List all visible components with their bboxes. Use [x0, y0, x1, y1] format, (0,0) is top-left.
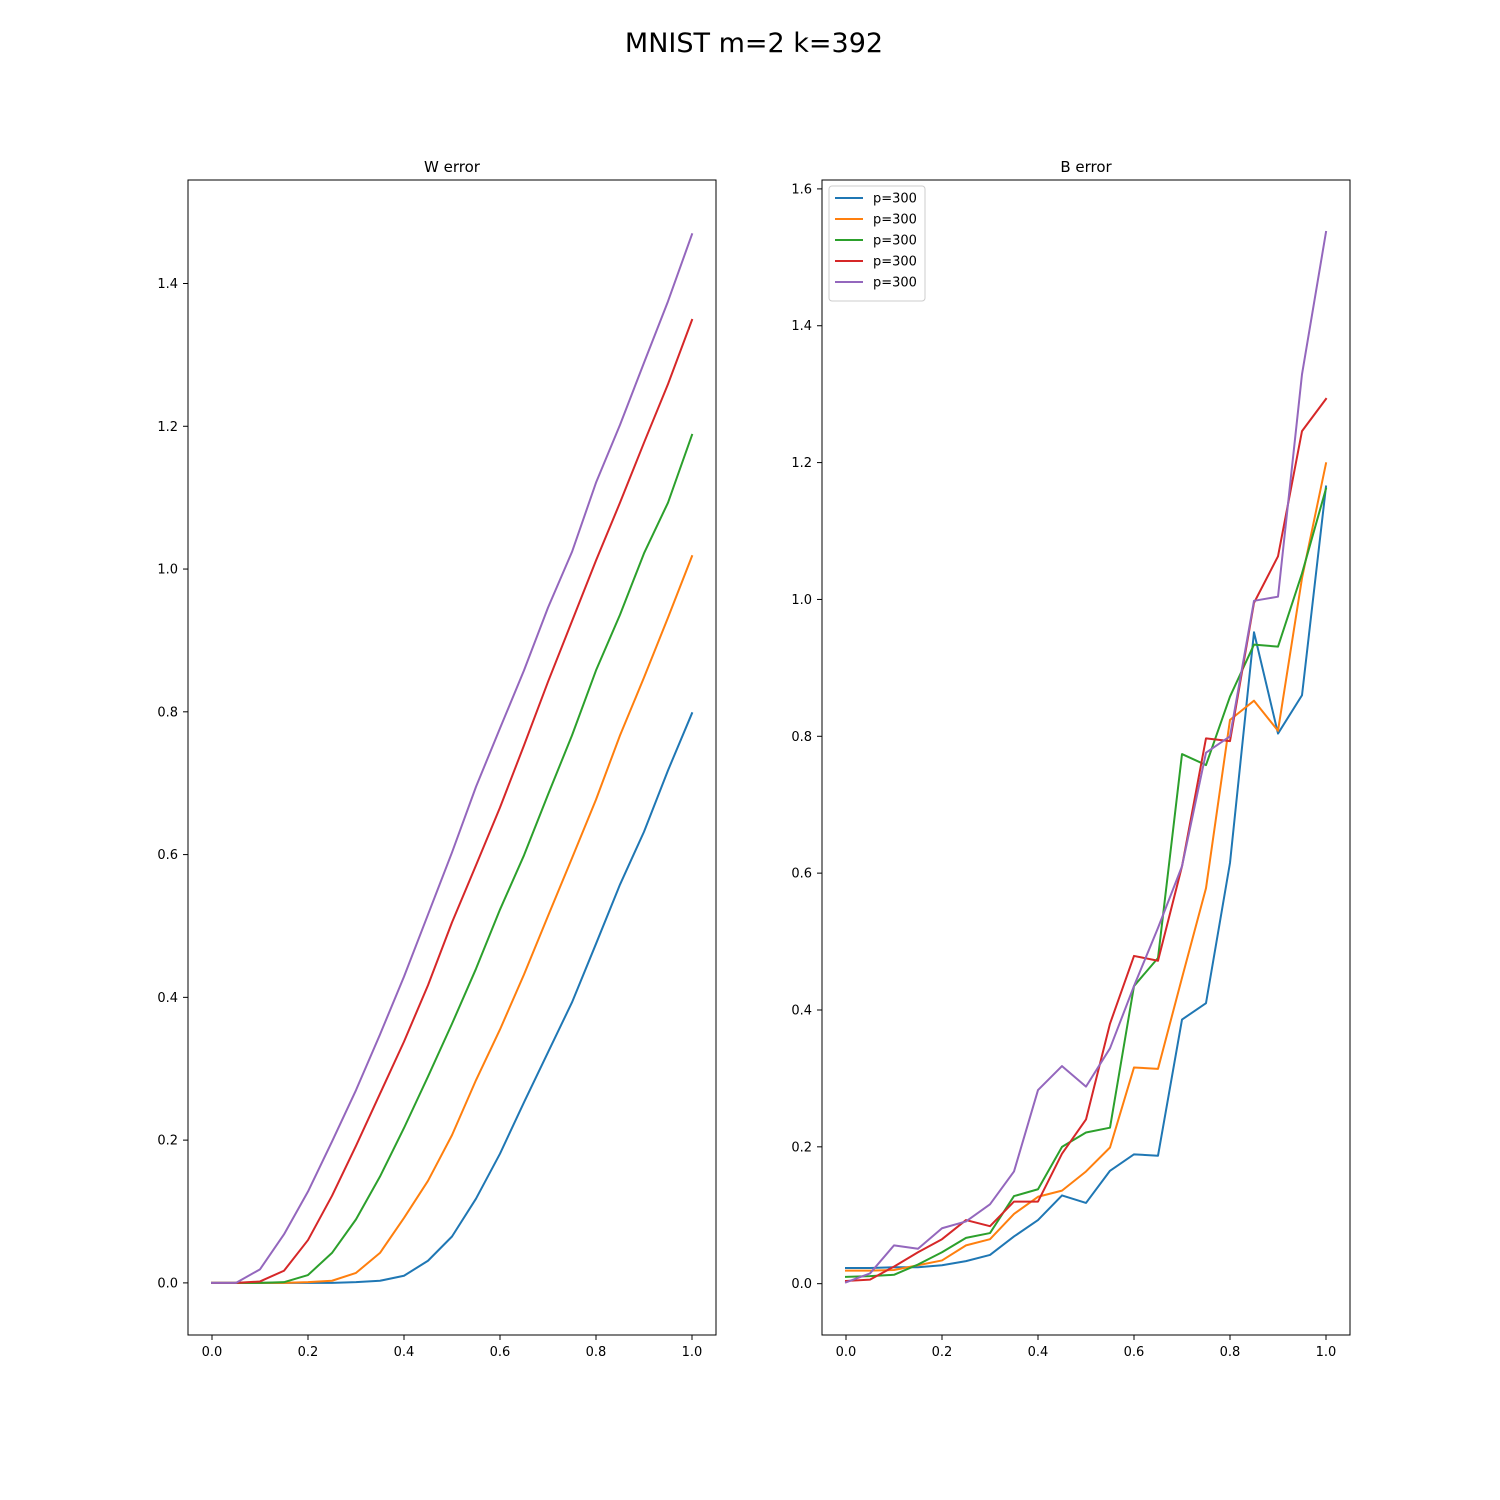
w-error-x-tick-label: 0.6 — [490, 1345, 511, 1360]
w-error-series-line-3 — [211, 433, 694, 1284]
b-error-y-tick-label: 1.0 — [791, 593, 812, 608]
b-error-title: B error — [1060, 158, 1112, 176]
b-error-legend-label-3: p=300 — [873, 234, 917, 249]
b-error-y-tick-label: 0.0 — [791, 1277, 812, 1292]
b-error-legend: p=300 p=300 p=300 p=300 p=300 — [828, 185, 926, 302]
w-error-x-tick-label: 1.0 — [682, 1345, 703, 1360]
b-error-y-tick-label: 0.8 — [791, 730, 812, 745]
b-error-y-ticks: 0.0 0.2 0.4 0.6 0.8 1.0 1.2 1.4 1.6 — [791, 182, 822, 1292]
w-error-axes: W error 0.0 0.2 0.4 0.6 0.8 1.0 0.00.20.40.60… — [157, 158, 717, 1360]
w-error-series-line-5 — [211, 232, 694, 1284]
w-error-x-tick-label: 0.0 — [202, 1345, 223, 1360]
w-error-y-tick-label: 0.2 — [157, 1134, 178, 1149]
w-error-series-line-4 — [211, 318, 694, 1284]
b-error-y-tick-label: 0.4 — [791, 1003, 812, 1018]
w-error-y-tick-label: 0.8 — [157, 705, 178, 720]
b-error-x-tick-label: 0.4 — [1028, 1345, 1049, 1360]
w-error-y-ticks: 0.0 0.2 0.4 0.6 0.8 1.0 1.2 1.4 — [157, 277, 188, 1291]
b-error-series-line-3 — [844, 487, 1328, 1278]
b-error-legend-box — [828, 185, 926, 302]
b-error-legend-label-4: p=300 — [873, 255, 917, 270]
b-error-x-tick-label: 1.0 — [1316, 1345, 1337, 1360]
w-error-x-tick-label: 0.8 — [586, 1345, 607, 1360]
b-error-series-line-5 — [844, 230, 1328, 1284]
b-error-y-tick-label: 0.6 — [791, 867, 812, 882]
b-error-axes: B error 0.0 0.2 0.4 0.6 0.8 1.0 0.00.20.40.60… — [791, 158, 1351, 1360]
b-error-y-tick-label: 1.6 — [791, 182, 812, 197]
b-error-legend-label-2: p=300 — [873, 213, 917, 228]
b-error-legend-label-1: p=300 — [873, 192, 917, 207]
b-error-x-tick-label: 0.8 — [1220, 1345, 1241, 1360]
b-error-y-tick-label: 1.2 — [791, 456, 812, 471]
w-error-y-tick-label: 0.0 — [157, 1276, 178, 1291]
b-error-y-tick-label: 0.2 — [791, 1140, 812, 1155]
b-error-legend-label-5: p=300 — [873, 276, 917, 291]
w-error-y-tick-label: 0.6 — [157, 848, 178, 863]
b-error-y-tick-label: 1.4 — [791, 319, 812, 334]
w-error-title: W error — [424, 158, 481, 176]
w-error-frame — [187, 179, 717, 1336]
w-error-y-tick-label: 1.2 — [157, 420, 178, 435]
w-error-x-ticks: 0.0 0.2 0.4 0.6 0.8 1.0 — [202, 1335, 703, 1360]
b-error-x-tick-label: 0.2 — [932, 1345, 953, 1360]
b-error-series-line-2 — [845, 462, 1328, 1272]
w-error-x-tick-label: 0.4 — [394, 1345, 415, 1360]
w-error-y-tick-label: 0.4 — [157, 991, 178, 1006]
b-error-x-tick-label: 0.6 — [1124, 1345, 1145, 1360]
b-error-x-tick-label: 0.0 — [836, 1345, 857, 1360]
w-error-x-tick-label: 0.2 — [298, 1345, 319, 1360]
b-error-x-ticks: 0.0 0.2 0.4 0.6 0.8 1.0 — [836, 1335, 1337, 1360]
figure-title: MNIST m=2 k=392 — [625, 28, 883, 59]
b-error-lines — [844, 230, 1328, 1284]
b-error-frame — [821, 179, 1351, 1336]
w-error-series-line-2 — [211, 554, 694, 1284]
w-error-lines — [211, 232, 694, 1284]
w-error-y-tick-label: 1.4 — [157, 277, 178, 292]
w-error-y-tick-label: 1.0 — [157, 563, 178, 578]
b-error-series-line-1 — [845, 485, 1328, 1269]
